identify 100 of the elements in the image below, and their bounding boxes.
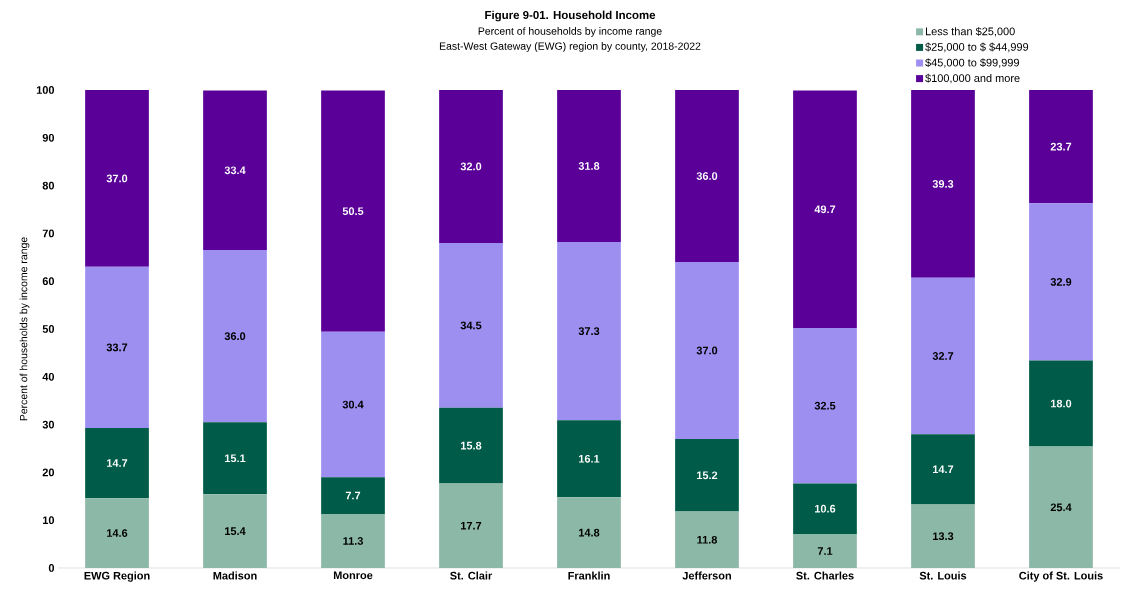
data-label: 14.8 <box>579 528 600 537</box>
data-label: 30.4 <box>342 400 364 409</box>
y-tick-label: 10 <box>42 516 55 525</box>
chart-subtitle: Percent of households by income range <box>478 27 662 37</box>
x-tick-label: Jefferson <box>682 571 731 580</box>
bar <box>675 262 739 439</box>
legend-label: $100,000 and more <box>925 73 1020 84</box>
text: East-West Gateway (EWG) region by county, 2018-2022 <box>439 42 701 52</box>
data-label: 37.0 <box>696 346 718 355</box>
y-tick-label: 0 <box>48 564 55 572</box>
x-tick-label: Monroe <box>333 571 373 580</box>
data-label: 49.7 <box>814 205 836 214</box>
data-label: 14.7 <box>107 459 128 467</box>
bar <box>911 277 975 435</box>
data-label: 31.8 <box>578 162 600 170</box>
data-label: 34.5 <box>460 321 482 330</box>
x-tick-label: City of St. Louis <box>1019 571 1103 582</box>
data-label: 15.2 <box>697 471 718 480</box>
x-tick-label: St. Charles <box>796 571 854 580</box>
bar <box>85 89 149 267</box>
bar <box>557 497 621 568</box>
bar <box>1029 360 1093 447</box>
data-label: 16.1 <box>579 454 600 463</box>
bar <box>911 89 975 278</box>
y-tick-label: 30 <box>42 420 55 429</box>
data-label: 14.6 <box>107 529 128 537</box>
bar <box>911 504 975 568</box>
bar <box>321 331 385 478</box>
data-label: 50.5 <box>342 207 364 216</box>
bar <box>439 483 503 568</box>
y-tick-label: 80 <box>42 181 55 190</box>
data-label: 7.1 <box>817 547 833 555</box>
legend-label: Less than $25,000 <box>925 27 1015 37</box>
bar <box>85 266 149 428</box>
bar <box>793 534 857 568</box>
bar <box>439 242 503 408</box>
bar <box>203 90 267 251</box>
y-tick-label: 50 <box>42 325 55 333</box>
data-label: 15.4 <box>225 527 246 535</box>
data-label: 32.9 <box>1050 278 1072 286</box>
data-label: 36.0 <box>696 172 718 180</box>
bar <box>793 90 857 329</box>
bar <box>911 434 975 505</box>
data-label: 32.0 <box>460 162 482 171</box>
bar <box>1029 203 1093 361</box>
data-label: 23.7 <box>1050 142 1072 151</box>
bar <box>675 89 739 263</box>
bar <box>793 328 857 484</box>
data-label: 17.7 <box>461 521 482 530</box>
data-label: 15.1 <box>225 454 246 463</box>
bar <box>439 89 503 243</box>
data-label: 14.7 <box>933 465 954 474</box>
legend-label: $25,000 to $ $44,999 <box>925 42 1029 53</box>
bar <box>85 498 149 568</box>
x-tick-label: St. Louis <box>919 571 967 580</box>
data-label: 25.4 <box>1050 503 1072 512</box>
y-tick-label: 100 <box>36 86 55 94</box>
bar <box>203 494 267 568</box>
data-label: 10.6 <box>815 504 836 513</box>
y-tick-label: 70 <box>42 229 55 238</box>
data-label: 39.3 <box>932 180 954 188</box>
data-label: 13.3 <box>933 532 954 541</box>
bar <box>321 90 385 332</box>
x-tick-label: Franklin <box>568 571 610 580</box>
bar <box>557 89 621 242</box>
bar <box>675 511 739 568</box>
x-tick-label: Madison <box>213 571 257 580</box>
bar <box>557 420 621 498</box>
bar <box>1029 89 1093 204</box>
bar <box>321 513 385 568</box>
y-tick-label: 90 <box>42 133 55 142</box>
y-tick-label: 20 <box>42 468 55 477</box>
data-label: 7.7 <box>345 491 361 500</box>
bar <box>1029 446 1093 568</box>
data-label: 37.0 <box>106 174 128 183</box>
x-tick-label: EWG Region <box>84 571 150 582</box>
data-label: 33.4 <box>224 166 246 175</box>
x-tick-label: St. Clair <box>450 571 493 580</box>
y-tick-label: 60 <box>42 277 55 286</box>
data-label: 15.8 <box>461 441 482 450</box>
data-label: 11.8 <box>697 535 718 544</box>
bar <box>203 422 267 495</box>
y-tick-label: 40 <box>42 372 55 381</box>
data-label: 32.5 <box>814 401 836 410</box>
y-axis-title: Percent of households by income range <box>19 237 30 421</box>
bar <box>203 250 267 423</box>
bar <box>557 241 621 421</box>
bar <box>793 483 857 535</box>
bar <box>439 407 503 484</box>
data-label: 36.0 <box>224 332 246 341</box>
data-label: 37.3 <box>578 327 600 336</box>
chart-title: Figure 9-01. Household Income <box>485 10 656 22</box>
data-label: 33.7 <box>106 343 128 352</box>
bar <box>85 427 149 499</box>
data-label: 11.3 <box>343 537 363 545</box>
data-label: 32.7 <box>932 352 954 360</box>
legend-label: $45,000 to $99,999 <box>925 58 1019 68</box>
bar <box>675 438 739 512</box>
data-label: 18.0 <box>1051 399 1072 408</box>
bar <box>321 477 385 514</box>
